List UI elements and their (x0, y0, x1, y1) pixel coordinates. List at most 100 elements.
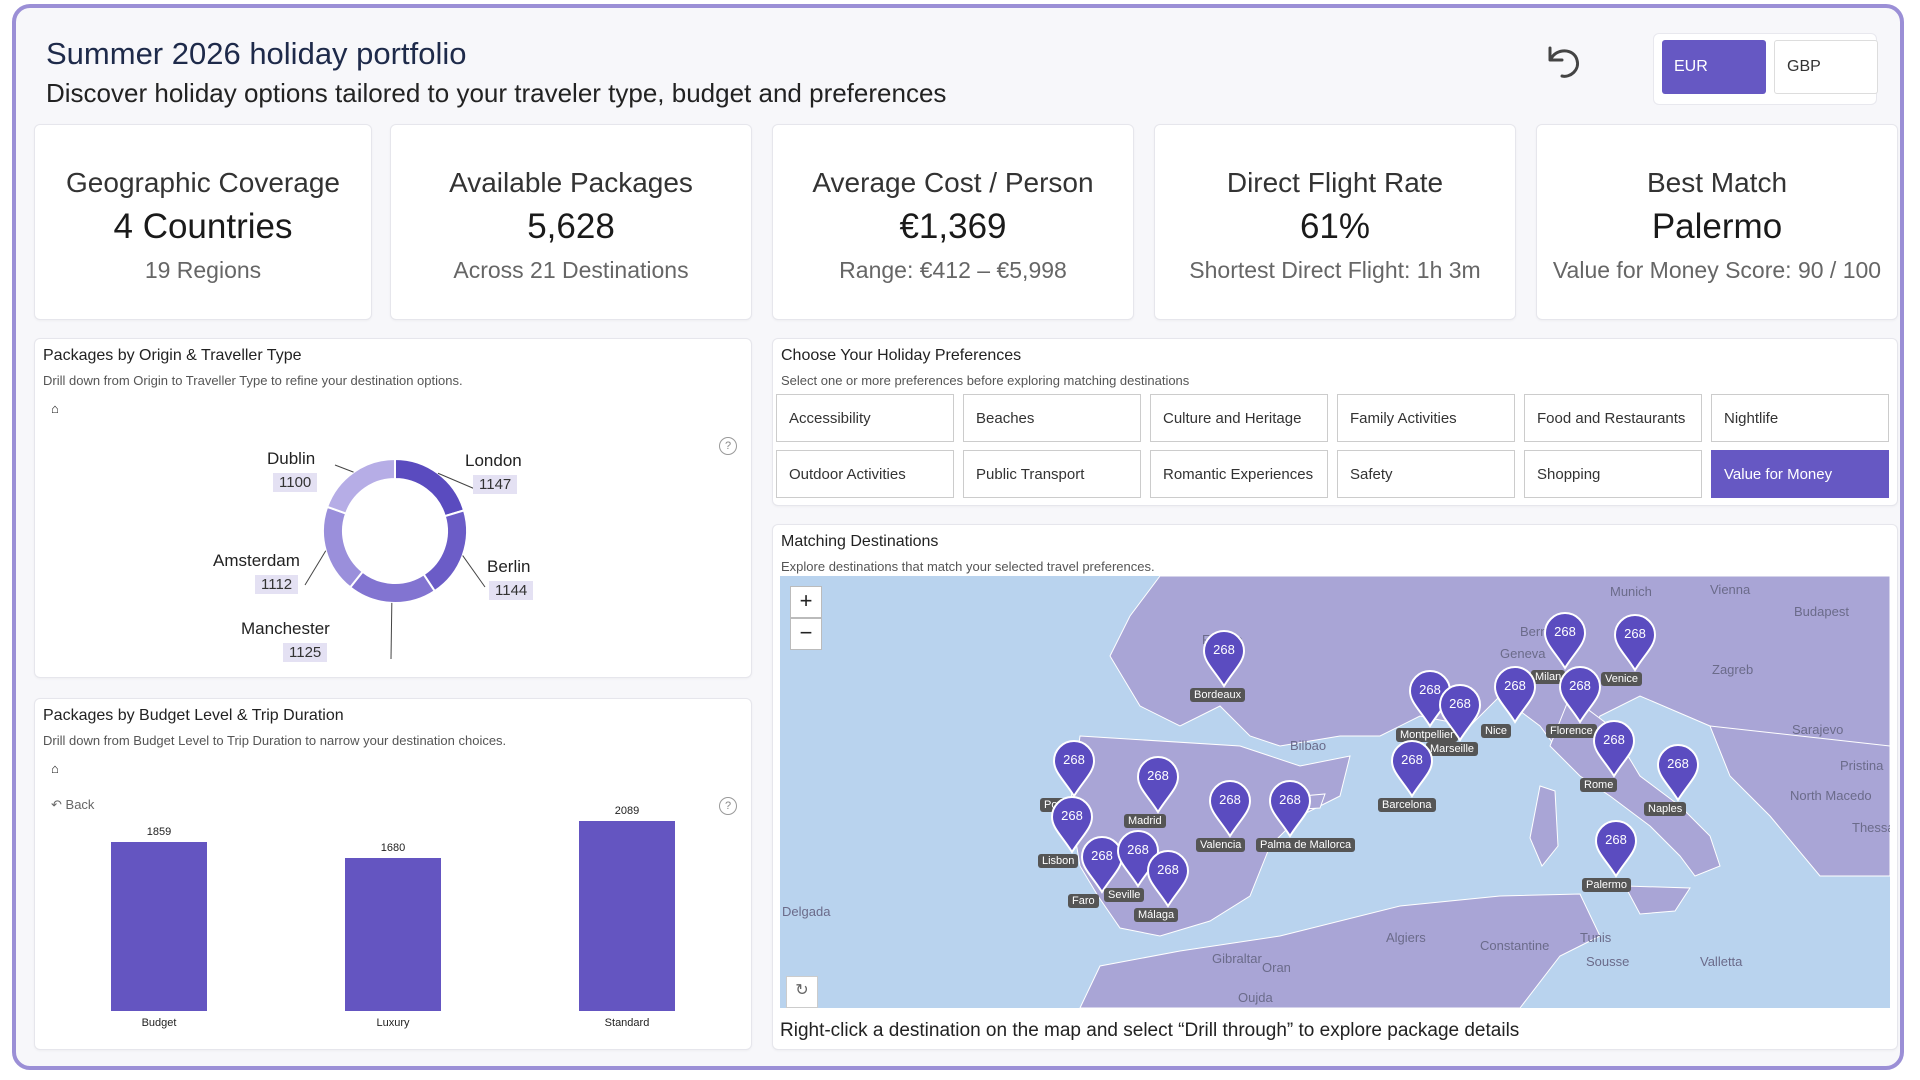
map-pin-count: 268 (1605, 832, 1627, 847)
map-marker-icon (1594, 820, 1638, 878)
map-geo-label: Geneva (1500, 646, 1546, 661)
preference-family-activities[interactable]: Family Activities (1337, 394, 1515, 442)
map-geo-label: North Macedo (1790, 788, 1872, 803)
donut-slice-dublin[interactable] (325, 457, 396, 515)
map-reset-icon[interactable]: ↻ (786, 976, 818, 1008)
kpi-subtext: Across 21 Destinations (453, 257, 689, 283)
map-geo-label: Bern (1520, 624, 1548, 639)
help-icon[interactable]: ? (719, 437, 737, 455)
map-pin-naples[interactable]: 268 (1656, 744, 1700, 802)
map-geo-label: Thessal (1852, 820, 1890, 835)
undo-icon[interactable] (1540, 36, 1588, 84)
page-subtitle: Discover holiday options tailored to you… (46, 78, 947, 108)
preference-accessibility[interactable]: Accessibility (776, 394, 954, 442)
map-city-label: Valencia (1196, 838, 1246, 852)
map-pin-marseille[interactable]: 268 (1438, 684, 1482, 742)
donut-slice-berlin[interactable] (422, 509, 468, 593)
preference-romantic-experiences[interactable]: Romantic Experiences (1150, 450, 1328, 498)
map-pin-valencia[interactable]: 268 (1208, 780, 1252, 838)
preference-culture-and-heritage[interactable]: Culture and Heritage (1150, 394, 1328, 442)
map-city-label: Florence (1546, 724, 1597, 738)
map-city-label: Nice (1481, 724, 1512, 738)
map-pin-porto[interactable]: 268 (1052, 740, 1096, 798)
donut-value-manchester: 1125 (283, 643, 328, 662)
map-pin-count: 268 (1449, 696, 1471, 711)
preference-nightlife[interactable]: Nightlife (1711, 394, 1889, 442)
preference-safety[interactable]: Safety (1337, 450, 1515, 498)
map-geo-label: Tunis (1580, 930, 1612, 945)
map-pin-bordeaux[interactable]: 268 (1202, 630, 1246, 688)
donut-slice-london[interactable] (394, 457, 466, 518)
bar-category-label: Standard (604, 1017, 650, 1029)
map-pin-count: 268 (1554, 624, 1576, 639)
map-pin-palermo[interactable]: 268 (1594, 820, 1638, 878)
map-geo-label: Oujda (1238, 990, 1273, 1005)
map-city-label: Barcelona (1378, 798, 1436, 812)
map-geo-label: Pristina (1840, 758, 1884, 773)
preference-shopping[interactable]: Shopping (1524, 450, 1702, 498)
map-marker-icon (1543, 612, 1587, 670)
zoom-in-button[interactable]: + (790, 586, 822, 618)
map-pin-madrid[interactable]: 268 (1136, 756, 1180, 814)
home-icon[interactable]: ⌂ (51, 401, 59, 416)
map-marker-icon (1493, 666, 1537, 724)
donut-label-berlin: Berlin (487, 557, 531, 576)
map-pin-lisbon[interactable]: 268 (1050, 796, 1094, 854)
currency-gbp-button[interactable]: GBP (1774, 40, 1878, 94)
map-pin-count: 268 (1624, 626, 1646, 641)
donut-label-dublin: Dublin (267, 449, 316, 468)
home-icon[interactable]: ⌂ (51, 761, 59, 776)
map-marker-icon (1438, 684, 1482, 742)
kpi-label: Best Match (1646, 167, 1788, 198)
map-pin-count: 268 (1091, 848, 1113, 863)
panel-subtitle: Select one or more preferences before ex… (781, 373, 1190, 388)
map-pin-milan[interactable]: 268 (1543, 612, 1587, 670)
preferences-panel: Choose Your Holiday Preferences Select o… (772, 338, 1898, 506)
kpi-label: Available Packages (449, 167, 693, 198)
map-marker-icon (1050, 796, 1094, 854)
map-geo-label: Budapest (1794, 604, 1849, 619)
map-pin-venice[interactable]: 268 (1613, 614, 1657, 672)
bar-budget[interactable] (111, 841, 207, 1011)
map-city-label: Bordeaux (1190, 688, 1246, 702)
map-geo-label: Delgada (782, 904, 831, 919)
map-pin-barcelona[interactable]: 268 (1390, 740, 1434, 798)
preference-beaches[interactable]: Beaches (963, 394, 1141, 442)
map-pin-count: 268 (1279, 792, 1301, 807)
currency-selector: EUR GBP (1653, 33, 1878, 105)
help-icon[interactable]: ? (719, 797, 737, 815)
donut-slice-amsterdam[interactable] (322, 505, 365, 589)
map-pin-florence[interactable]: 268 (1558, 666, 1602, 724)
map-geo-label: Zagreb (1712, 662, 1754, 677)
map-pin-count: 268 (1157, 862, 1179, 877)
donut-value-london: 1147 (473, 475, 518, 494)
preference-public-transport[interactable]: Public Transport (963, 450, 1141, 498)
panel-title: Matching Destinations (781, 533, 939, 550)
donut-value-dublin: 1100 (273, 473, 318, 492)
bar-luxury[interactable] (345, 858, 441, 1011)
map-pin-count: 268 (1213, 642, 1235, 657)
preference-value-for-money[interactable]: Value for Money (1711, 450, 1889, 498)
bar-category-label: Luxury (376, 1017, 410, 1029)
map-pin-málaga[interactable]: 268 (1146, 850, 1190, 908)
map-pin-count: 268 (1061, 808, 1083, 823)
destination-map[interactable]: France Bilbao Budapest Zagreb Sarajevo A… (780, 576, 1890, 1008)
map-pin-seville[interactable]: 268 (1116, 830, 1160, 888)
bar-standard[interactable] (579, 821, 675, 1011)
map-marker-icon (1592, 720, 1636, 778)
currency-eur-button[interactable]: EUR (1662, 40, 1766, 94)
map-pin-nice[interactable]: 268 (1493, 666, 1537, 724)
back-button[interactable]: ↶ Back (51, 797, 94, 813)
map-geo-label: Vienna (1710, 582, 1751, 597)
map-city-label: Madrid (1124, 814, 1166, 828)
map-pin-faro[interactable]: 268 (1080, 836, 1124, 894)
donut-slice-manchester[interactable] (348, 570, 437, 604)
map-pin-rome[interactable]: 268 (1592, 720, 1636, 778)
map-pin-palma-de-mallorca[interactable]: 268 (1268, 780, 1312, 838)
panel-title: Packages by Origin & Traveller Type (43, 347, 302, 364)
kpi-subtext: 19 Regions (144, 257, 262, 283)
map-marker-icon (1558, 666, 1602, 724)
preference-outdoor-activities[interactable]: Outdoor Activities (776, 450, 954, 498)
preference-food-and-restaurants[interactable]: Food and Restaurants (1524, 394, 1702, 442)
zoom-out-button[interactable]: − (790, 618, 822, 650)
